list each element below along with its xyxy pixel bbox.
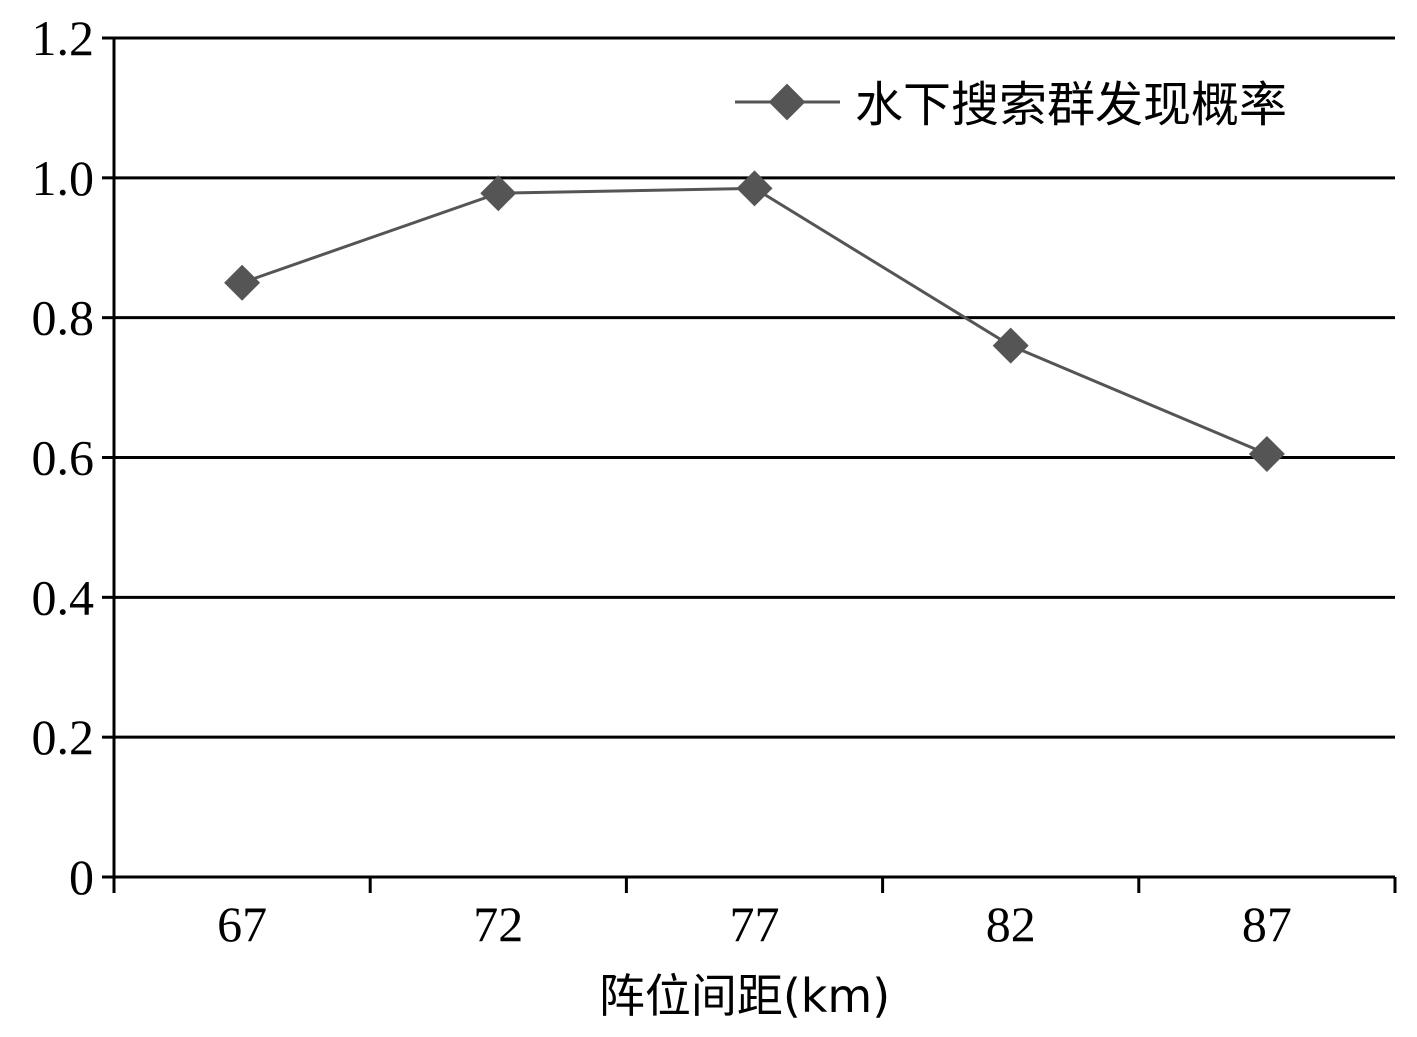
legend-label: 水下搜索群发现概率 (855, 77, 1287, 133)
y-tick-label-2: 0.4 (32, 569, 95, 625)
legend: 水下搜索群发现概率 (735, 77, 1287, 133)
y-tick-label-5: 1.0 (32, 150, 95, 206)
data-point-0-1 (480, 175, 517, 212)
data-point-0-0 (224, 264, 261, 301)
data-point-0-3 (992, 327, 1029, 364)
y-tick-label-4: 0.8 (32, 290, 95, 346)
x-tick-label-2: 77 (730, 896, 780, 952)
y-tick-label-6: 1.2 (32, 10, 95, 66)
y-tick-label-1: 0.2 (32, 709, 95, 765)
x-tick-label-4: 87 (1242, 896, 1292, 952)
legend-marker-diamond (768, 83, 806, 121)
x-tick-label-1: 72 (473, 896, 523, 952)
x-tick-label-3: 82 (986, 896, 1036, 952)
y-tick-label-0: 0 (69, 849, 94, 905)
series-line-0 (241, 186, 1268, 456)
y-tick-label-3: 0.6 (32, 430, 95, 486)
data-point-0-2 (736, 170, 773, 207)
x-axis-title: 阵位间距(km) (599, 969, 890, 1023)
x-tick-label-0: 67 (217, 896, 267, 952)
x-tick-labels: 67 72 77 82 87 (217, 896, 1292, 952)
y-tick-labels: 0 0.2 0.4 0.6 0.8 1.0 1.2 (32, 10, 95, 905)
gridlines (114, 36, 1395, 739)
series-layer (224, 170, 1285, 473)
data-point-0-4 (1248, 436, 1285, 473)
axes (102, 36, 1397, 893)
